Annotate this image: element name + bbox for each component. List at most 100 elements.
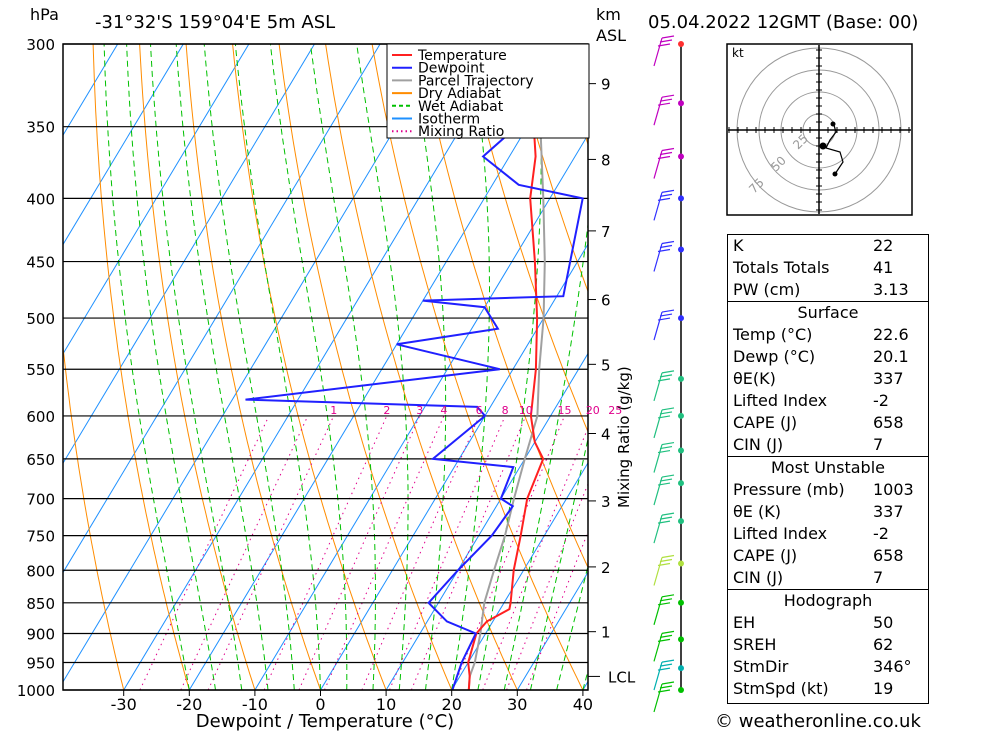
km-tick-label: 4 [601, 426, 611, 444]
hodograph-index-row: EH 50 [728, 612, 928, 634]
km-tick-label: 8 [601, 151, 611, 169]
wind-barb-feather [657, 378, 671, 382]
wind-level-dot [678, 636, 684, 643]
hodograph-index-value: 50 [873, 613, 894, 632]
dewpoint-line [245, 61, 588, 690]
surface-index-value: 337 [873, 369, 904, 388]
wind-barb-feather [657, 449, 671, 454]
most-unstable-index-key: θE (K) [733, 502, 781, 521]
mixing-ratio-tick-label: 2 [383, 404, 390, 417]
mixing-ratio-line [298, 415, 421, 690]
most-unstable-index-key: Lifted Index [733, 524, 828, 543]
mixing-ratio-line [180, 415, 309, 690]
wind-barb [653, 94, 675, 126]
wind-barb-feather [661, 240, 675, 245]
datetime-title: 05.04.2022 12GMT (Base: 00) [648, 12, 918, 33]
isotherm-line [516, 571, 588, 690]
wind-level-dot [678, 480, 684, 487]
wind-barb [653, 407, 675, 439]
wind-level-dot [678, 412, 684, 419]
wind-barb-feather [659, 313, 673, 317]
wind-barb-feather [661, 659, 675, 663]
wet-adiabat-line [529, 436, 588, 690]
surface-index-key: Dewp (°C) [733, 347, 816, 366]
hodograph-index-row: SREH 62 [728, 634, 928, 656]
wind-barb-feather [661, 147, 675, 152]
wind-barb-feather [659, 244, 673, 249]
wind-barb [653, 240, 675, 272]
plot-frame [62, 43, 589, 691]
indices-panel: K 22 Totals Totals 41 PW (cm) 3.13 Surface Te… [727, 234, 929, 704]
dry-adiabat-line [371, 44, 584, 690]
wind-barb-feather [659, 516, 673, 520]
dry-adiabat-line [63, 342, 125, 690]
dry-adiabat-line [930, 44, 1000, 690]
general-index-value: 3.13 [873, 280, 909, 299]
isotherm-line [451, 461, 588, 690]
pressure-tick-label: 850 [26, 595, 55, 613]
km-unit-label: km [596, 5, 621, 24]
mixing-ratio-line [482, 426, 588, 690]
surface-index-key: θE(K) [733, 369, 776, 388]
surface-index-value: -2 [873, 391, 889, 410]
temperature-line [467, 44, 545, 690]
legend-label: Temperature [417, 48, 507, 64]
most-unstable-index-row: CIN (J) 7 [728, 567, 928, 589]
wind-barb-staff [653, 476, 663, 506]
general-index-value: 22 [873, 236, 894, 255]
asl-label: ASL [596, 26, 626, 45]
wind-level-dot [678, 518, 684, 525]
surface-section-title: Surface [728, 301, 928, 324]
x-tick-label: 30 [507, 695, 527, 714]
wind-barb-feather [657, 197, 671, 201]
hodograph-index-key: StmSpd (kt) [733, 679, 829, 698]
location-title: -31°32'S 159°04'E 5m ASL [95, 12, 335, 33]
mixing-ratio-line [361, 415, 480, 690]
dry-adiabat-line [511, 44, 588, 293]
dry-adiabat-line [185, 44, 321, 690]
wind-barb-staff [653, 661, 663, 691]
surface-index-row: θE(K) 337 [728, 368, 928, 390]
mixing-ratio-line [324, 415, 445, 690]
legend-label: Wet Adiabat [418, 99, 504, 115]
wind-barb-feather [659, 478, 673, 482]
general-index-key: PW (cm) [733, 280, 801, 299]
legend-box [386, 43, 590, 139]
surface-index-key: CAPE (J) [733, 413, 798, 432]
most-unstable-index-value: 337 [873, 502, 904, 521]
wind-barb [653, 594, 675, 625]
x-tick-label: -20 [176, 695, 202, 714]
wind-barb [653, 35, 675, 67]
mixing-ratio-axis-label: Mixing Ratio (g/kg) [615, 366, 633, 508]
most-unstable-index-key: Pressure (mb) [733, 480, 845, 499]
wind-barb-feather [661, 309, 675, 313]
surface-index-key: CIN (J) [733, 435, 784, 454]
wet-adiabat-line [234, 44, 321, 690]
pressure-tick-label: 650 [26, 451, 55, 469]
wind-barb-feather [657, 520, 671, 524]
dry-adiabat-line [976, 44, 1000, 690]
wind-barb-staff [653, 97, 663, 126]
wind-barb-feather [661, 189, 675, 193]
km-tick-label: 6 [601, 292, 611, 310]
surface-index-row: Lifted Index -2 [728, 390, 928, 412]
dry-adiabat-line [92, 44, 190, 690]
most-unstable-index-key: CIN (J) [733, 568, 784, 587]
mixing-ratio-line [526, 530, 588, 690]
wind-barb-staff [653, 557, 663, 586]
isotherm-line [63, 44, 447, 683]
pressure-tick-label: 950 [26, 654, 55, 672]
wind-barb-feather [661, 554, 675, 559]
x-tick-label: 20 [442, 695, 462, 714]
legend-label: Dewpoint [418, 61, 485, 77]
surface-index-row: Temp (°C) 22.6 [728, 324, 928, 346]
pressure-tick-label: 600 [26, 408, 55, 426]
general-index-row: K 22 [728, 235, 928, 257]
pressure-tick-label: 1000 [17, 682, 55, 700]
pressure-tick-label: 750 [26, 528, 55, 546]
wind-level-dot [678, 100, 684, 107]
wet-adiabat-line [175, 44, 269, 690]
wind-barb-feather [659, 685, 673, 689]
mixing-ratio-tick-label: 10 [519, 404, 533, 417]
